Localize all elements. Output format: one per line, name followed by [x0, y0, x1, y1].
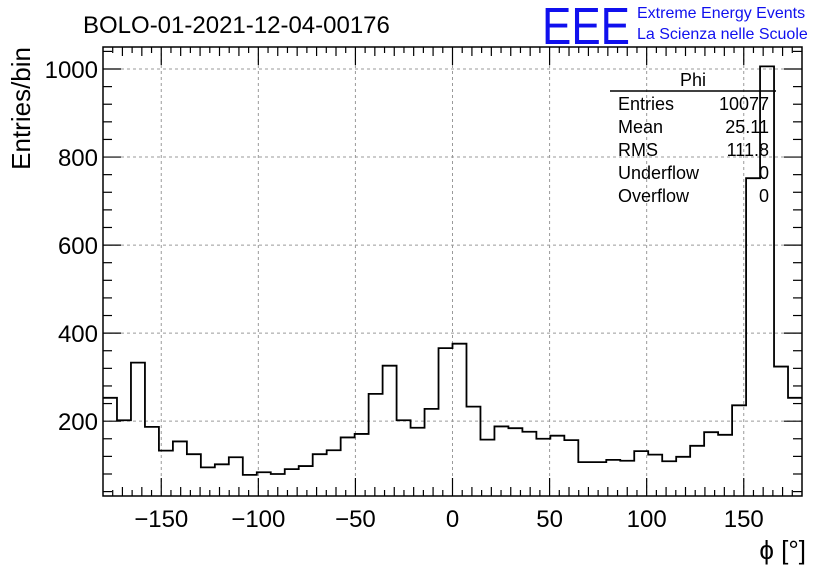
logo-line2: La Scienza nelle Scuole	[637, 26, 808, 43]
eee-logo: EEE Extreme Energy Events La Scienza nel…	[542, 0, 808, 56]
y-tick-labels: 200 400 600 800 1000	[45, 57, 98, 436]
stats-label-entries: Entries	[618, 94, 674, 114]
x-tick-label: 150	[724, 506, 764, 533]
x-tick-label: −50	[335, 506, 376, 533]
y-tick-label: 400	[58, 321, 98, 348]
stats-label-rms: RMS	[618, 140, 658, 160]
stats-value-overflow: 0	[759, 186, 769, 206]
stats-rows: Entries 10077 Mean 25.11 RMS 111.8 Underflow 0 O…	[618, 94, 769, 206]
stats-title: Phi	[680, 70, 706, 90]
histogram-series	[103, 65, 802, 476]
x-axis-label: ϕ [°]	[759, 535, 806, 565]
stats-value-rms: 111.8	[727, 140, 769, 160]
axis-ticks	[103, 47, 802, 496]
x-tick-label: 100	[627, 506, 667, 533]
x-tick-label: −100	[231, 506, 285, 533]
logo-line1: Extreme Energy Events	[637, 5, 805, 22]
y-tick-label: 200	[58, 409, 98, 436]
chart-title: BOLO-01-2021-12-04-00176	[83, 12, 390, 39]
stats-label-underflow: Underflow	[618, 163, 700, 183]
x-tick-labels: −150 −100 −50 0 50 100 150	[134, 506, 764, 533]
stats-box: Phi Entries 10077 Mean 25.11 RMS 111.8 Underfl…	[610, 70, 776, 206]
y-axis-label: Entries/bin	[6, 47, 36, 170]
grid-lines	[103, 47, 802, 496]
stats-label-overflow: Overflow	[618, 186, 690, 206]
stats-value-underflow: 0	[759, 163, 769, 183]
histogram-outline	[103, 65, 802, 476]
stats-label-mean: Mean	[618, 117, 663, 137]
x-tick-label: 0	[446, 506, 459, 533]
stats-value-entries: 10077	[719, 94, 769, 114]
y-tick-label: 600	[58, 233, 98, 260]
stats-value-mean: 25.11	[725, 117, 769, 137]
x-tick-label: −150	[134, 506, 188, 533]
y-tick-label: 800	[58, 145, 98, 172]
x-tick-label: 50	[536, 506, 563, 533]
y-tick-label: 1000	[45, 57, 98, 84]
